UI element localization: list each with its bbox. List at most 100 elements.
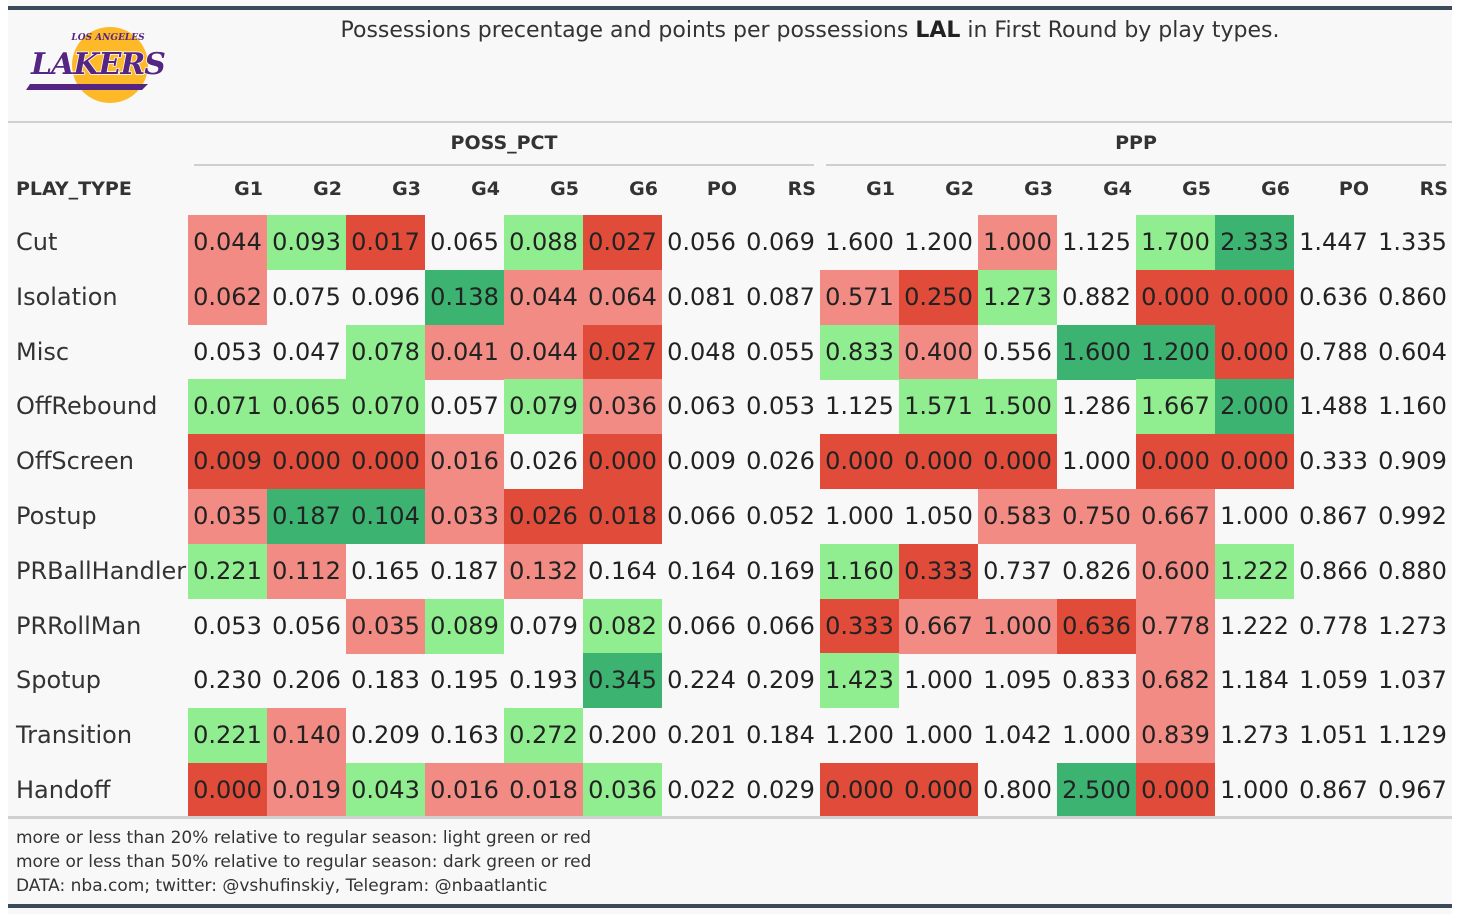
table-cell-poss-pct: 0.053 <box>746 392 815 421</box>
table-cell-poss-pct: 0.033 <box>425 489 504 544</box>
table-cell-poss-pct: 0.016 <box>425 434 504 490</box>
table-cell-poss-pct: 0.063 <box>667 392 736 421</box>
table-cell-poss-pct: 0.200 <box>588 721 657 750</box>
table-cell-ppp: 0.636 <box>1299 282 1368 311</box>
table-cell-ppp: 2.500 <box>1057 763 1136 818</box>
column-header-poss-pct-g3: G3 <box>392 178 421 200</box>
table-cell-poss-pct: 0.081 <box>667 282 736 311</box>
table-cell-ppp: 1.600 <box>825 228 894 256</box>
table-cell-ppp: 0.880 <box>1378 556 1447 585</box>
table-cell-ppp: 1.000 <box>1220 776 1289 804</box>
table-cell-ppp: 0.604 <box>1378 337 1447 366</box>
table-cell-ppp: 1.447 <box>1299 228 1368 256</box>
note-line-2: more or less than 50% relative to regula… <box>16 852 592 872</box>
column-header-ppp-g1: G1 <box>866 178 895 200</box>
table-cell-ppp: 1.571 <box>899 379 978 435</box>
table-cell-ppp: 0.750 <box>1057 489 1136 544</box>
table-cell-ppp: 0.778 <box>1299 611 1368 640</box>
row-label: Postup <box>16 502 97 530</box>
table-cell-ppp: 0.000 <box>899 434 978 490</box>
table-cell-ppp: 1.050 <box>904 502 973 530</box>
row-label: OffRebound <box>16 392 158 421</box>
table-cell-poss-pct: 0.043 <box>346 763 425 818</box>
table-cell-poss-pct: 0.065 <box>430 228 499 256</box>
table-cell-ppp: 0.967 <box>1378 776 1447 804</box>
row-label: Transition <box>16 721 133 750</box>
table-cell-poss-pct: 0.082 <box>583 598 662 654</box>
table-cell-poss-pct: 0.079 <box>509 611 578 640</box>
column-header-poss-pct-g1: G1 <box>234 178 263 200</box>
table-cell-ppp: 1.000 <box>825 502 894 530</box>
column-header-poss-pct-g6: G6 <box>629 178 658 200</box>
group-line-ppp <box>826 164 1446 166</box>
table-cell-ppp: 2.333 <box>1215 215 1294 270</box>
table-cell-ppp: 1.000 <box>1220 502 1289 530</box>
table-cell-ppp: 1.059 <box>1299 666 1368 695</box>
table-cell-ppp: 0.909 <box>1378 447 1447 476</box>
table-cell-ppp: 1.500 <box>978 379 1057 435</box>
table-cell-poss-pct: 0.104 <box>346 489 425 544</box>
table-cell-poss-pct: 0.044 <box>504 269 583 325</box>
table-cell-ppp: 1.286 <box>1062 392 1131 421</box>
table-cell-ppp: 0.000 <box>899 763 978 818</box>
table-cell-poss-pct: 0.224 <box>667 666 736 695</box>
table-cell-ppp: 1.000 <box>904 666 973 695</box>
table-cell-poss-pct: 0.096 <box>351 282 420 311</box>
table-cell-ppp: 1.184 <box>1220 666 1289 695</box>
table-cell-poss-pct: 0.069 <box>746 228 815 256</box>
table-cell-ppp: 0.333 <box>1299 447 1368 476</box>
table-cell-poss-pct: 0.066 <box>746 611 815 640</box>
table-cell-poss-pct: 0.056 <box>272 611 341 640</box>
table-cell-poss-pct: 0.112 <box>267 543 346 599</box>
row-label: Cut <box>16 228 58 256</box>
table-cell-poss-pct: 0.057 <box>430 392 499 421</box>
table-cell-poss-pct: 0.000 <box>346 434 425 490</box>
group-line-poss-pct <box>194 164 814 166</box>
table-cell-poss-pct: 0.345 <box>583 653 662 709</box>
column-header-ppp-g3: G3 <box>1024 178 1053 200</box>
group-label-ppp: PPP <box>1115 132 1157 154</box>
table-cell-ppp: 0.556 <box>983 337 1052 366</box>
top-rule <box>8 6 1452 10</box>
table-cell-poss-pct: 0.065 <box>267 379 346 435</box>
table-cell-poss-pct: 0.026 <box>509 447 578 476</box>
table-cell-ppp: 1.000 <box>978 215 1057 270</box>
table-cell-poss-pct: 0.026 <box>504 489 583 544</box>
table-cell-ppp: 0.250 <box>899 269 978 325</box>
table-cell-poss-pct: 0.035 <box>188 489 267 544</box>
table-cell-ppp: 0.737 <box>983 556 1052 585</box>
table-cell-poss-pct: 0.026 <box>746 447 815 476</box>
table-cell-poss-pct: 0.066 <box>667 502 736 530</box>
table-cell-poss-pct: 0.064 <box>583 269 662 325</box>
bottom-rule <box>8 904 1452 908</box>
table-cell-poss-pct: 0.029 <box>746 776 815 804</box>
chart-title: Possessions precentage and points per po… <box>340 18 1280 43</box>
table-cell-ppp: 0.833 <box>1062 666 1131 695</box>
table-cell-ppp: 1.222 <box>1220 611 1289 640</box>
table-cell-poss-pct: 0.071 <box>188 379 267 435</box>
table-cell-ppp: 1.037 <box>1378 666 1447 695</box>
table-cell-ppp: 0.000 <box>820 763 899 818</box>
table-cell-poss-pct: 0.017 <box>346 215 425 270</box>
table-cell-ppp: 1.000 <box>1062 447 1131 476</box>
table-cell-poss-pct: 0.035 <box>346 598 425 654</box>
row-label: OffScreen <box>16 447 134 476</box>
table-cell-poss-pct: 0.209 <box>351 721 420 750</box>
table-cell-poss-pct: 0.009 <box>188 434 267 490</box>
table-cell-ppp: 1.222 <box>1215 543 1294 599</box>
table-cell-poss-pct: 0.066 <box>667 611 736 640</box>
column-header-poss-pct-po: PO <box>706 178 737 200</box>
column-header-poss-pct-rs: RS <box>787 178 816 200</box>
table-cell-ppp: 0.571 <box>820 269 899 325</box>
table-cell-ppp: 0.000 <box>1215 324 1294 380</box>
table-cell-poss-pct: 0.055 <box>746 337 815 366</box>
table-cell-poss-pct: 0.206 <box>272 666 341 695</box>
table-cell-ppp: 0.788 <box>1299 337 1368 366</box>
table-cell-ppp: 0.839 <box>1136 708 1215 764</box>
table-cell-poss-pct: 0.193 <box>509 666 578 695</box>
table-cell-poss-pct: 0.165 <box>351 556 420 585</box>
row-label: PRBallHandler <box>16 556 187 585</box>
table-cell-ppp: 1.160 <box>820 543 899 599</box>
table-cell-poss-pct: 0.052 <box>746 502 815 530</box>
footer-separator <box>8 816 1452 819</box>
